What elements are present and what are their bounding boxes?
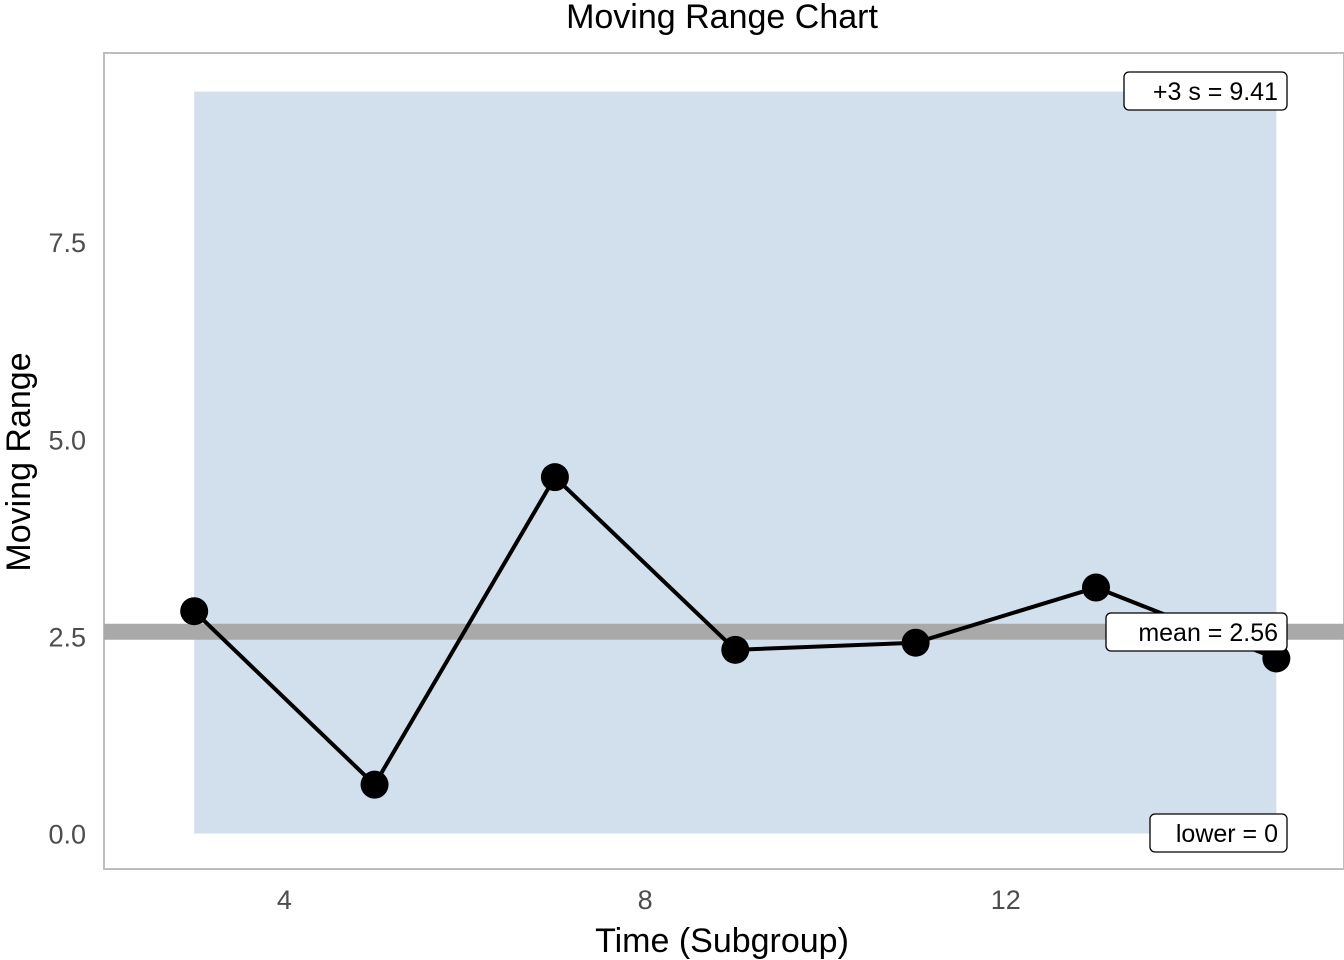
upper-limit-label: +3 s = 9.41 bbox=[1123, 71, 1288, 111]
data-point bbox=[360, 770, 389, 799]
chart-title: Moving Range Chart bbox=[566, 0, 878, 36]
lower-limit-label-box bbox=[1149, 813, 1288, 853]
panel-border bbox=[103, 52, 1344, 870]
x-tick-label: 8 bbox=[638, 885, 653, 915]
mean-label: mean = 2.56 bbox=[1105, 612, 1288, 652]
mean-label-box bbox=[1105, 612, 1288, 652]
x-axis-title: Time (Subgroup) bbox=[595, 922, 849, 960]
y-tick-label: 0.0 bbox=[48, 820, 86, 850]
data-point bbox=[180, 597, 209, 626]
mean-label-text: mean = 2.56 bbox=[1138, 619, 1278, 647]
y-tick-label: 7.5 bbox=[48, 228, 86, 258]
data-point bbox=[1082, 573, 1110, 602]
x-tick-label: 12 bbox=[991, 885, 1021, 915]
control-limit-band bbox=[194, 91, 1277, 834]
data-point bbox=[721, 635, 750, 664]
y-tick-label: 5.0 bbox=[48, 425, 86, 455]
lower-limit-label: lower = 0 bbox=[1149, 813, 1288, 853]
y-tick-label: 2.5 bbox=[48, 622, 86, 652]
lower-limit-label-text: lower = 0 bbox=[1176, 820, 1278, 848]
data-point bbox=[901, 628, 930, 657]
x-tick-label: 4 bbox=[277, 885, 292, 915]
upper-limit-label-text: +3 s = 9.41 bbox=[1153, 78, 1278, 106]
y-axis-title: Moving Range bbox=[0, 352, 38, 571]
upper-limit-label-box bbox=[1123, 71, 1288, 111]
data-point bbox=[540, 463, 569, 492]
plot-area: 0.0 2.5 5.0 7.5 4 8 12 bbox=[48, 52, 1344, 915]
